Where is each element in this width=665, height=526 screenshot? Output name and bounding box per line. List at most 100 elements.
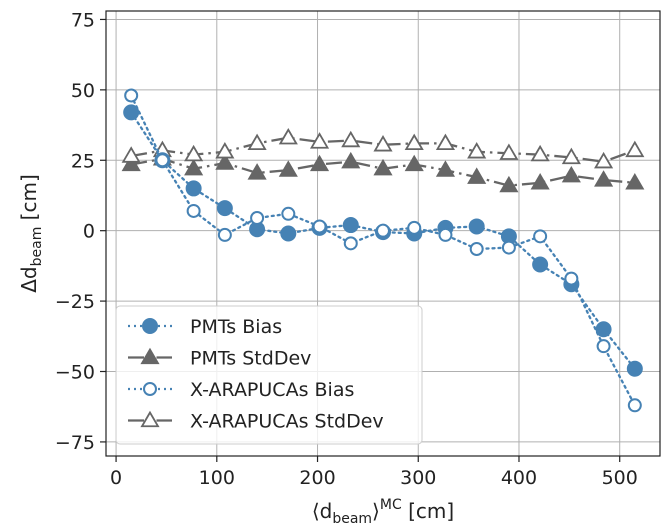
legend-marker [140,410,160,428]
data-point [530,173,550,190]
data-point [435,133,456,151]
x-axis-label-sub: beam [332,511,372,526]
data-point [625,140,645,158]
data-point [438,227,453,242]
legend-entry: PMTs StdDev [128,348,311,370]
legend-label: PMTs StdDev [190,348,311,370]
legend-marker [143,382,157,396]
data-point [341,151,361,169]
x-tick-label: 200 [299,467,335,489]
data-point [595,321,612,338]
series-1 [121,149,645,193]
data-point [501,240,516,255]
ticks: 0 100 200 300 400 500 −75 −50 −25 0 25 50 75 [55,9,638,489]
legend-box [115,305,423,445]
x-tick-label: 500 [602,467,638,489]
data-point [626,360,643,377]
data-point [469,241,484,256]
y-axis-label-sub: beam [29,227,45,267]
data-point [407,220,422,235]
data-point [247,133,267,151]
x-axis-label-main: ⟨d [312,499,333,523]
x-tick-label: 400 [501,467,537,489]
data-point [281,206,296,221]
x-tick-label: 0 [110,467,122,489]
y-axis-label: Δdbeam [cm] [17,174,45,293]
data-point [343,236,358,251]
data-point [278,160,298,177]
x-axis-label: ⟨dbeam⟩MC [cm] [312,497,454,526]
data-point [309,154,330,172]
legend-entry: X-ARAPUCAs Bias [128,379,354,401]
legend-marker [142,318,158,334]
y-tick-label: −50 [55,362,95,384]
x-axis-label-unit: [cm] [402,499,454,523]
data-point [499,143,519,160]
data-point [247,163,267,180]
data-point [594,151,614,169]
data-point [404,154,424,172]
data-point [627,398,642,413]
data-point [184,158,204,176]
x-tick-label: 100 [199,467,235,489]
legend-label: X-ARAPUCAs StdDev [190,411,384,433]
data-point [561,147,581,165]
data-point [124,88,139,103]
data-point [467,167,487,184]
data-point [278,127,298,145]
y-tick-label: −75 [55,432,95,454]
y-tick-label: −25 [55,291,95,313]
data-point [376,223,390,238]
data-point [373,134,393,152]
y-tick-label: 25 [71,150,95,172]
data-point [121,154,141,172]
data-point [186,203,201,218]
data-point [530,144,550,162]
legend-marker [140,347,160,365]
data-point [312,219,327,234]
data-point [533,229,548,244]
data-point [185,180,202,197]
y-axis-label-main: Δd [17,266,41,292]
series-layer [121,88,645,413]
data-point [596,339,611,354]
data-point [309,132,330,149]
data-point [341,130,361,148]
legend-entry: X-ARAPUCAs StdDev [128,411,384,433]
data-point [342,217,359,234]
data-point [217,227,232,242]
y-tick-label: 50 [71,80,95,102]
data-point [121,146,141,163]
data-point [215,153,235,170]
data-point [216,200,233,217]
legend-label: X-ARAPUCAs Bias [190,379,354,401]
data-point [435,160,456,177]
data-point [404,133,424,151]
x-axis-label-close: ⟩ [372,499,380,523]
y-tick-label: 75 [71,9,95,31]
data-point [594,170,614,187]
x-axis-label-sup: MC [380,497,402,513]
data-point [499,175,519,193]
data-point [250,211,265,226]
y-tick-label: 0 [83,221,95,243]
legend-label: PMTs Bias [190,316,282,338]
data-point [155,153,170,168]
x-tick-label: 300 [400,467,436,489]
data-point [468,218,485,235]
data-point [215,142,235,159]
data-point [184,144,204,162]
data-point [561,165,581,183]
data-point [532,256,549,273]
series-2 [124,88,642,413]
y-axis-label-unit: [cm] [17,174,41,226]
legend: PMTs Bias PMTs StdDev X-ARAPUCAs Bias X-ARA… [115,305,423,445]
data-point [625,173,645,190]
data-point [564,271,579,286]
data-point [373,158,393,176]
plot-frame [105,10,661,457]
data-point [280,225,297,242]
data-point [467,142,487,159]
